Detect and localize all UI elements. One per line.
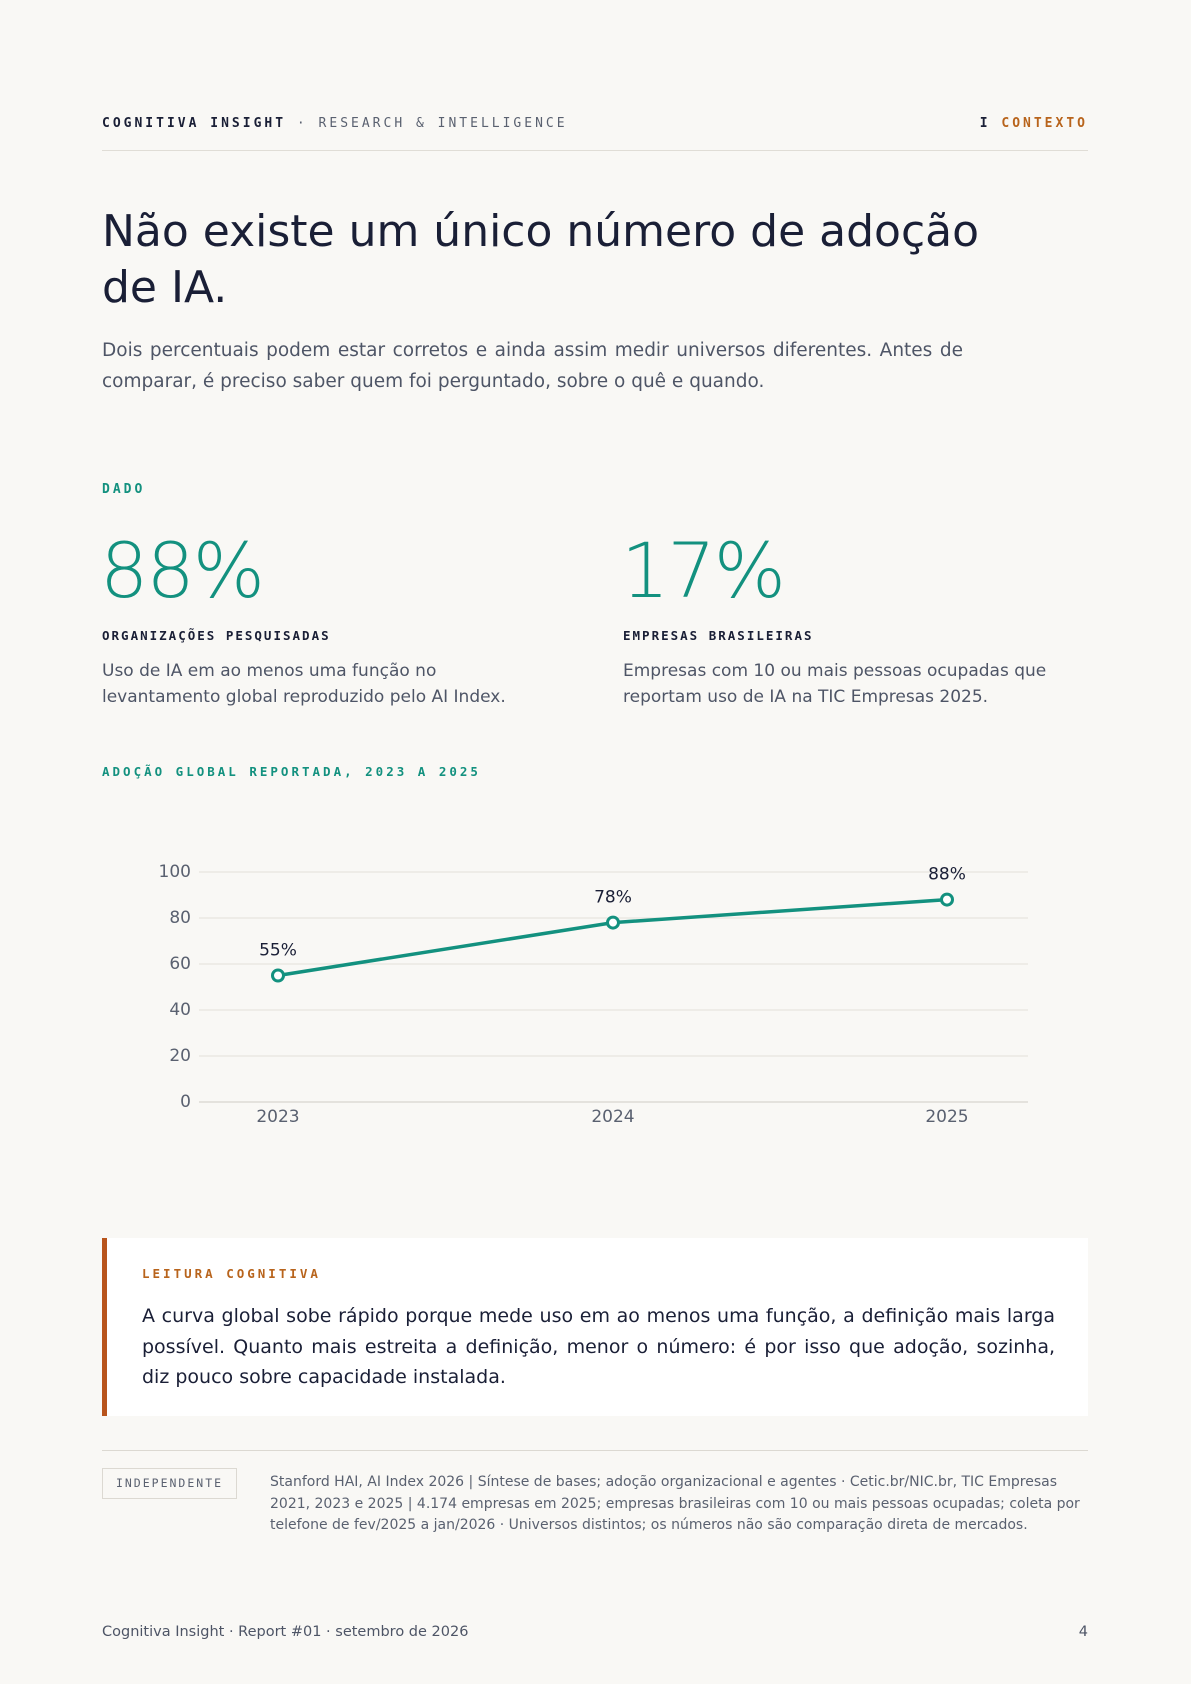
point: [271, 968, 285, 983]
stat-text: Uso de IA em ao menos uma função no leva…: [102, 661, 506, 707]
y-tick-label: 100: [159, 862, 191, 882]
y-tick-label: 20: [169, 1046, 191, 1066]
header-left: COGNITIVA INSIGHT · RESEARCH & INTELLIGE…: [102, 116, 568, 131]
footer-text: Cognitiva Insight · Report #01 · setembr…: [102, 1624, 469, 1640]
header-right: I CONTEXTO: [980, 116, 1088, 131]
page-number: 4: [1078, 1624, 1088, 1640]
stat-text: Empresas com 10 ou mais pessoas ocupadas…: [623, 661, 1047, 707]
data-label: DADO: [102, 482, 146, 497]
value-label: 78%: [594, 888, 632, 908]
y-tick-label: 60: [169, 954, 191, 974]
value-label: 55%: [259, 941, 297, 961]
page-title: Não existe um único número de adoção de …: [102, 206, 980, 313]
y-tick-label: 80: [169, 908, 191, 928]
chart-title: ADOÇÃO GLOBAL REPORTADA, 2023 A 2025: [102, 764, 481, 779]
chart: 0 20 40 60 80 100 2023 2024 2025 55% 78% 88%: [159, 862, 1028, 1127]
tagline: · RESEARCH & INTELLIGENCE: [296, 116, 568, 131]
stat-label: ORGANIZAÇÕES PESQUISADAS: [102, 628, 331, 643]
stat-value: 88%: [100, 526, 265, 615]
stat-label: EMPRESAS BRASILEIRAS: [623, 628, 814, 643]
x-tick-label: 2023: [256, 1107, 299, 1127]
header-rule: [102, 150, 1088, 151]
callout-label: LEITURA COGNITIVA: [142, 1266, 321, 1281]
brand: COGNITIVA INSIGHT: [102, 116, 287, 131]
section-number: I: [979, 116, 991, 131]
point: [606, 915, 620, 930]
x-tick-label: 2024: [591, 1107, 634, 1127]
lead: Dois percentuais podem estar corretos e …: [102, 340, 963, 392]
callout-text: A curva global sobe rápido porque mede u…: [142, 1305, 1055, 1388]
point: [940, 892, 954, 907]
stat-value: 17%: [621, 526, 786, 615]
source-badge: INDEPENDENTE: [102, 1468, 237, 1499]
y-tick-label: 0: [180, 1092, 191, 1112]
y-tick-label: 40: [169, 1000, 191, 1020]
value-label: 88%: [928, 865, 966, 885]
callout: LEITURA COGNITIVA A curva global sobe rá…: [102, 1238, 1088, 1416]
source-rule: [102, 1450, 1088, 1451]
x-tick-label: 2025: [925, 1107, 968, 1127]
source-text: Stanford HAI, AI Index 2026 | Síntese de…: [270, 1474, 1080, 1533]
section-name: CONTEXTO: [1001, 116, 1088, 131]
